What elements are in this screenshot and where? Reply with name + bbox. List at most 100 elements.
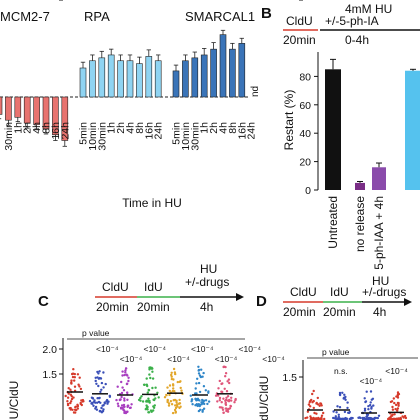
- dot-panelD-2-52: [376, 416, 379, 420]
- dot-panelC-0-49: [70, 395, 74, 398]
- dot-panelD-0-25: [322, 411, 325, 415]
- dot-panelC-6-4: [233, 401, 236, 404]
- x-tick-label-1-0: 5min: [78, 122, 90, 145]
- x-tick-label-0-2: 1h: [12, 122, 24, 134]
- dot-panelD-0-50: [316, 403, 320, 406]
- dot-panelC-4-6: [170, 403, 174, 406]
- scheme-b-pulse2-sub: +/-5-ph-IA: [325, 14, 379, 28]
- dot-panelC-3-54: [139, 396, 142, 400]
- p-value-panelC-1: <10⁻⁴: [120, 354, 143, 364]
- dot-panelC-0-28: [71, 375, 75, 379]
- dot-panelC-2-18: [120, 404, 124, 407]
- x-tick-label-1-8: 24h: [153, 122, 165, 140]
- dot-panelC-1-29: [95, 408, 99, 411]
- dot-panelC-4-43: [179, 405, 182, 408]
- dot-panelC-6-26: [221, 390, 224, 394]
- dot-panelD-1-21: [336, 405, 339, 408]
- dot-panelC-0-50: [69, 388, 72, 391]
- panel-c-p-label: p value: [82, 328, 110, 338]
- dot-panelC-5-18: [202, 407, 206, 410]
- dot-panelC-6-34: [225, 390, 229, 393]
- x-label-b-0: Untreated: [326, 196, 340, 249]
- dot-panelD-1-48: [338, 406, 342, 409]
- dot-panelC-0-31: [75, 408, 78, 412]
- dot-panelC-5-46: [201, 402, 205, 405]
- dot-panelC-6-40: [229, 404, 232, 408]
- p-value-panelC-6: <10⁻⁴: [239, 344, 262, 354]
- dot-panelC-0-17: [64, 394, 67, 398]
- x-tick-label-1-4: 2h: [115, 122, 127, 134]
- dot-panelD-3-46: [399, 416, 402, 420]
- dot-panelC-4-54: [173, 408, 177, 412]
- x-tick-label-2-4: 2h: [208, 122, 220, 134]
- x-tick-label-2-5: 4h: [218, 122, 230, 134]
- dot-panelD-2-24: [369, 403, 372, 407]
- dot-panelC-5-54: [200, 368, 203, 371]
- dot-panelC-3-15: [147, 397, 150, 400]
- dot-panelC-3-42: [146, 391, 149, 394]
- dot-panelC-2-3: [127, 376, 130, 379]
- dot-panelC-6-44: [222, 411, 225, 414]
- dot-panelC-6-25: [222, 397, 225, 400]
- dot-panelC-1-48: [101, 410, 105, 413]
- dot-panelD-3-42: [394, 407, 397, 411]
- dot-panelD-2-53: [359, 416, 362, 420]
- dot-panelD-2-31: [363, 407, 367, 410]
- dot-panelC-5-15: [206, 402, 209, 406]
- dot-panelD-1-35: [343, 393, 346, 396]
- scheme-d-arrowhead: [404, 298, 412, 306]
- dot-panelC-3-30: [146, 400, 149, 403]
- x-tick-label-2-2: 30min: [189, 122, 201, 151]
- dot-panelC-5-27: [190, 398, 194, 401]
- bar-b-2: [372, 167, 386, 190]
- panel-d-p-label: p value: [322, 347, 350, 357]
- dot-panelC-3-50: [152, 406, 156, 409]
- dot-panelC-1-38: [108, 394, 112, 397]
- dot-panelC-0-44: [66, 396, 70, 399]
- dot-panelC-2-37: [116, 402, 120, 405]
- dot-panelD-3-43: [395, 417, 398, 420]
- dot-panelC-4-19: [170, 373, 173, 377]
- dot-panelD-1-53: [342, 396, 346, 399]
- dot-panelD-2-39: [363, 397, 366, 400]
- dot-panelC-5-52: [207, 400, 211, 403]
- dot-panelC-2-46: [126, 398, 129, 401]
- dot-panelC-1-32: [97, 397, 101, 400]
- dot-panelC-3-7: [151, 370, 154, 373]
- dot-panelC-5-31: [197, 409, 201, 413]
- bar-2-4: [210, 48, 217, 98]
- panel-a-chart: MCM2-7 RPA SMARCAL1 Time in HU 30min1h2h…: [0, 9, 261, 210]
- dot-panelC-3-19: [151, 386, 154, 390]
- dot-panelC-3-44: [147, 411, 151, 414]
- bar-1-3: [107, 54, 115, 98]
- dot-panelC-0-43: [76, 373, 80, 376]
- x-tick-label-1-3: 1h: [106, 122, 118, 134]
- bar-0-4: [33, 96, 40, 125]
- dot-panelC-4-15: [179, 380, 182, 383]
- dot-panelD-1-52: [337, 416, 340, 419]
- dot-panelC-2-30: [129, 406, 132, 409]
- dot-panelC-4-13: [180, 389, 183, 392]
- x-tick-label-2-0: 5min: [171, 122, 183, 145]
- dot-panelC-1-20: [94, 379, 97, 383]
- panel-c-ylabel: IdU/CldU: [7, 381, 21, 420]
- dot-panelC-6-21: [221, 408, 225, 411]
- dot-panelC-2-54: [123, 411, 126, 415]
- dot-panelC-6-45: [218, 399, 221, 402]
- dot-panelC-1-18: [98, 370, 101, 373]
- dot-panelD-2-0: [365, 390, 368, 393]
- dot-panelC-1-22: [92, 404, 95, 407]
- dot-panelD-0-15: [315, 401, 318, 405]
- dot-panelC-2-38: [121, 406, 124, 410]
- scheme-c-pulse3: HU: [200, 262, 217, 276]
- panel-b-ylabel: Restart (%): [282, 90, 296, 151]
- dot-panelC-1-14: [96, 401, 99, 404]
- dot-panelD-1-40: [346, 401, 349, 404]
- dot-panelC-0-14: [76, 403, 79, 406]
- dot-panelC-5-37: [190, 400, 193, 403]
- scheme-d-pulse2: IdU: [330, 285, 349, 299]
- dot-panelC-0-20: [66, 400, 69, 403]
- dot-panelC-5-16: [202, 371, 205, 375]
- x-tick-label-2-1: 10min: [180, 122, 192, 151]
